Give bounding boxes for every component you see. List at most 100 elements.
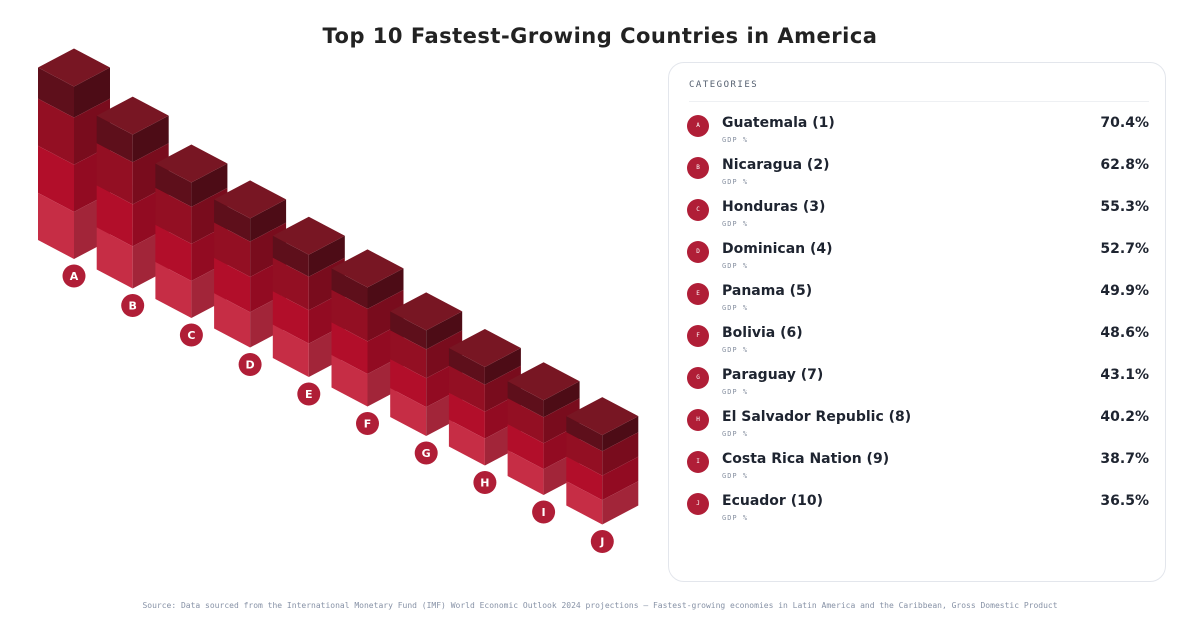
bar-I: [507, 362, 580, 495]
bar-badge-H: [473, 471, 497, 494]
row-value: 52.7%: [1100, 241, 1149, 257]
bar-right-face-1: [426, 330, 463, 379]
bar-badge-E: [297, 382, 321, 406]
bar-top-face: [448, 329, 521, 367]
bar-badge-label: C: [187, 329, 195, 342]
bar-left-face-3: [272, 324, 309, 377]
bar-badge-B: [121, 294, 145, 317]
bar-E: [272, 216, 345, 377]
bar-badge-I: [532, 500, 556, 524]
bar-right-face-0: [308, 235, 345, 277]
bar-left-face-3: [448, 419, 485, 466]
rank-badge: H: [687, 409, 709, 431]
bar-left-face-1: [390, 330, 427, 379]
bar-left-face-3: [38, 192, 74, 259]
bar-badge-label: D: [246, 359, 255, 372]
row-subtitle: GDP %: [722, 514, 749, 522]
legend-panel: CATEGORIES A Guatemala (1) GDP % 70.4% B…: [668, 62, 1166, 582]
row-subtitle: GDP %: [722, 220, 749, 228]
rank-badge: G: [687, 367, 709, 389]
bar-left-face-0: [96, 115, 133, 163]
bar-right-face-0: [74, 67, 110, 118]
country-name: Honduras (3): [722, 199, 826, 215]
bar-top-face: [38, 48, 110, 87]
list-item: E Panama (5) GDP % 49.9%: [687, 283, 1149, 317]
country-name: Ecuador (10): [722, 493, 823, 509]
bar-right-face-0: [132, 115, 169, 163]
bar-left-face-1: [448, 365, 485, 412]
rank-badge: B: [687, 157, 709, 179]
bar-left-face-1: [96, 143, 133, 205]
row-value: 48.6%: [1100, 325, 1149, 341]
row-subtitle: GDP %: [722, 262, 749, 270]
row-subtitle: GDP %: [722, 304, 749, 312]
bar-left-face-1: [331, 289, 368, 342]
bar-right-face-1: [543, 398, 580, 444]
country-name: Bolivia (6): [722, 325, 803, 341]
country-name: Costa Rica Nation (9): [722, 451, 890, 467]
bar-left-face-1: [38, 98, 74, 165]
bar-A: [38, 48, 110, 259]
bar-left-face-3: [507, 450, 544, 495]
badges-layer: A B C D E F G H I J: [62, 264, 614, 553]
bar-badge-label: F: [364, 418, 372, 431]
bar-left-face-0: [155, 163, 192, 207]
list-item: B Nicaragua (2) GDP % 62.8%: [687, 157, 1149, 191]
bar-left-face-0: [331, 268, 368, 309]
bar-left-face-3: [390, 388, 427, 436]
row-value: 70.4%: [1100, 115, 1149, 131]
bar-right-face-2: [602, 456, 639, 501]
bar-left-face-0: [566, 416, 603, 452]
isometric-bar-chart: A B C D E F G H I J: [38, 48, 639, 553]
bar-badge-A: [62, 264, 86, 288]
bar-top-face: [331, 249, 404, 288]
bars-layer: [38, 48, 639, 525]
source-footnote: Source: Data sourced from the Internatio…: [142, 601, 1058, 610]
bar-badge-label: H: [480, 477, 489, 490]
rank-badge: I: [687, 451, 709, 473]
bar-right-face-1: [484, 365, 521, 412]
bar-left-face-0: [38, 67, 74, 118]
country-name: Guatemala (1): [722, 115, 835, 131]
bar-left-face-1: [155, 187, 192, 244]
bar-left-face-3: [214, 293, 251, 348]
list-item: G Paraguay (7) GDP % 43.1%: [687, 367, 1149, 401]
list-item: J Ecuador (10) GDP % 36.5%: [687, 493, 1149, 527]
bar-badge-F: [356, 412, 379, 435]
list-item: C Honduras (3) GDP % 55.3%: [687, 199, 1149, 233]
rank-badge: C: [687, 199, 709, 221]
country-name: Nicaragua (2): [722, 157, 830, 173]
rank-badge: D: [687, 241, 709, 263]
bar-left-face-2: [96, 185, 133, 247]
list-item: D Dominican (4) GDP % 52.7%: [687, 241, 1149, 275]
bar-badge-label: E: [305, 388, 313, 401]
bar-left-face-3: [96, 227, 133, 289]
bar-left-face-3: [331, 355, 368, 407]
bar-badge-C: [179, 323, 203, 347]
bar-left-face-2: [331, 322, 368, 374]
row-subtitle: GDP %: [722, 430, 749, 438]
bar-left-face-2: [272, 291, 309, 344]
bar-left-face-1: [507, 398, 544, 444]
bar-left-face-0: [390, 311, 427, 350]
bar-right-face-0: [484, 348, 521, 385]
bar-badge-label: I: [542, 506, 546, 519]
row-value: 43.1%: [1100, 367, 1149, 383]
bar-badge-label: A: [70, 270, 79, 283]
rank-badge: J: [687, 493, 709, 515]
country-name: Dominican (4): [722, 241, 833, 257]
bar-G: [390, 292, 463, 436]
row-value: 38.7%: [1100, 451, 1149, 467]
bar-left-face-2: [155, 224, 192, 281]
row-value: 62.8%: [1100, 157, 1149, 173]
country-name: El Salvador Republic (8): [722, 409, 912, 425]
bar-top-face: [566, 397, 639, 436]
bar-badge-label: G: [422, 447, 431, 460]
bar-right-face-1: [367, 289, 404, 342]
bar-top-face: [507, 362, 580, 401]
bar-left-face-2: [390, 359, 427, 408]
bar-left-face-3: [566, 481, 603, 525]
bar-right-face-0: [191, 163, 228, 207]
row-subtitle: GDP %: [722, 346, 749, 354]
rank-badge: E: [687, 283, 709, 305]
